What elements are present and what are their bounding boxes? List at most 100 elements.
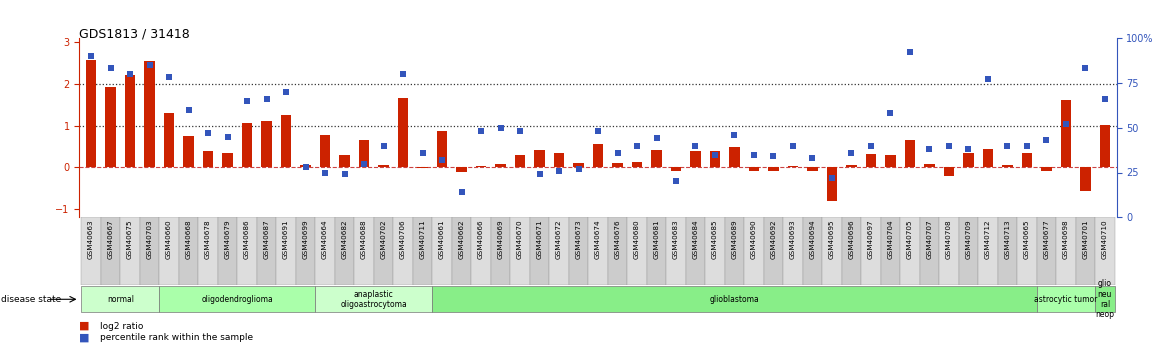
Point [160,75,179,80]
Point [667,179,686,184]
Bar [1022,153,1033,167]
Bar [315,286,432,313]
Bar [612,163,623,167]
Text: GSM40668: GSM40668 [186,219,192,259]
Bar [784,217,802,285]
Text: GSM40686: GSM40686 [244,219,250,259]
Bar [164,113,174,167]
Bar [315,217,335,285]
Point [199,130,217,136]
Bar [919,217,939,285]
Bar [105,87,116,167]
Point [452,189,471,195]
Point [822,175,841,181]
Bar [1096,286,1114,313]
Bar [1037,286,1096,313]
Bar [262,121,272,167]
Point [1057,121,1076,127]
Bar [183,136,194,167]
Text: GSM40702: GSM40702 [381,219,387,259]
Text: GSM40683: GSM40683 [673,219,679,259]
Text: GSM40676: GSM40676 [614,219,620,259]
Text: GSM40690: GSM40690 [751,219,757,259]
Bar [237,217,257,285]
Bar [822,217,842,285]
Point [686,143,704,148]
Bar [1096,217,1114,285]
Bar [495,164,506,167]
Bar [82,217,100,285]
Text: glio
neu
ral
neop: glio neu ral neop [1096,279,1114,319]
Bar [374,217,394,285]
Bar [729,147,739,167]
Point [842,150,861,156]
Point [492,125,510,130]
Point [784,143,802,148]
Bar [432,217,452,285]
Bar [179,217,199,285]
Bar [218,217,237,285]
Text: oligodendroglioma: oligodendroglioma [201,295,273,304]
Text: GSM40664: GSM40664 [322,219,328,259]
Bar [100,217,120,285]
Text: GSM40689: GSM40689 [731,219,737,259]
Point [257,96,276,102]
Text: GSM40672: GSM40672 [556,219,562,259]
Bar [885,155,896,167]
Text: log2 ratio: log2 ratio [100,322,144,331]
Text: GSM40701: GSM40701 [1083,219,1089,259]
Bar [159,286,315,313]
Bar [944,167,954,176]
Point [179,107,197,112]
Text: GSM40670: GSM40670 [517,219,523,259]
Text: GSM40695: GSM40695 [829,219,835,259]
Point [472,128,491,134]
Bar [710,151,721,167]
Text: GSM40665: GSM40665 [1024,219,1030,259]
Point [569,166,588,172]
Bar [1061,100,1071,167]
Bar [749,167,759,171]
Bar [140,217,159,285]
Point [550,168,569,174]
Bar [1076,217,1096,285]
Bar [647,217,666,285]
Text: GSM40706: GSM40706 [401,219,406,259]
Bar [724,217,744,285]
Text: GSM40708: GSM40708 [946,219,952,259]
Text: GSM40681: GSM40681 [654,219,660,259]
Bar [589,217,607,285]
Bar [120,217,140,285]
Bar [457,167,467,172]
Bar [359,140,369,167]
Bar [530,217,549,285]
Bar [997,217,1017,285]
Bar [1099,125,1111,167]
Text: normal: normal [106,295,134,304]
Text: percentile rank within the sample: percentile rank within the sample [100,333,253,342]
Bar [705,217,724,285]
Bar [257,217,277,285]
Text: GSM40698: GSM40698 [1063,219,1069,259]
Text: GSM40685: GSM40685 [712,219,718,259]
Bar [222,153,232,167]
Text: GSM40669: GSM40669 [498,219,503,259]
Bar [417,167,427,168]
Point [725,132,744,138]
Bar [320,135,331,167]
Text: GSM40705: GSM40705 [906,219,913,259]
Bar [354,217,374,285]
Bar [744,217,764,285]
Bar [964,153,974,167]
Bar [924,164,934,167]
Point [1017,143,1036,148]
Bar [666,217,686,285]
Bar [159,217,179,285]
Text: GSM40709: GSM40709 [966,219,972,259]
Bar [397,98,409,167]
Bar [394,217,412,285]
Text: GSM40688: GSM40688 [361,219,367,259]
Bar [670,167,681,171]
Point [647,136,666,141]
Bar [378,165,389,167]
